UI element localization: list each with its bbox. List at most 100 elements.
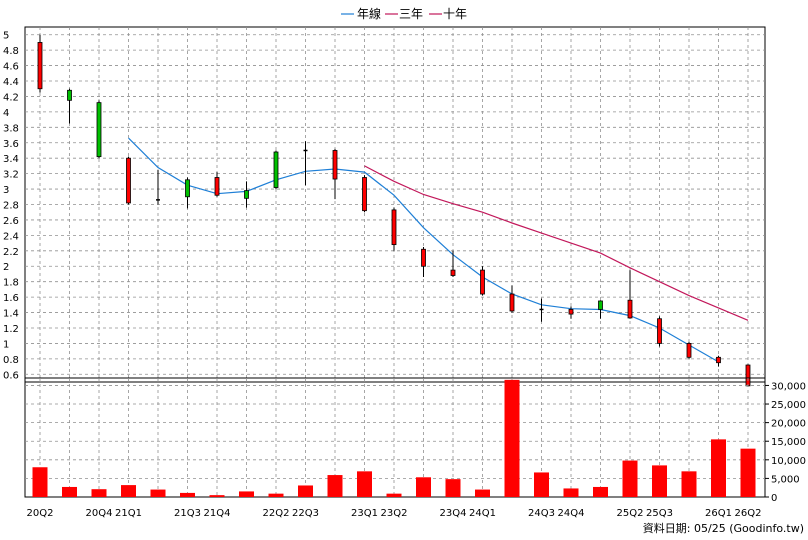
- volume-bar-21Q1: [121, 485, 136, 497]
- candle-body: [126, 157, 131, 204]
- price-y-tick-label: 2: [3, 262, 9, 273]
- volume-bar-25Q2: [622, 460, 638, 497]
- x-tick-label: 21Q3: [174, 508, 201, 519]
- price-panel: 5 4.8 4.6 4.4 4.2 4 3.8 3.6 3.4 3.2 3 2.8 2.6 2.4 2.2 2…: [3, 26, 766, 387]
- volume-bar-25Q1: [593, 486, 608, 497]
- volume-panel: 30,000 25,000 20,000 15,000 10,000 5,000 0 20Q…: [24, 377, 806, 519]
- candle-24Q4: [568, 306, 574, 319]
- price-gridlines: [24, 26, 766, 383]
- candle-23Q3: [421, 246, 426, 278]
- candle-24Q1: [480, 266, 485, 296]
- ma-line-年線: [128, 137, 719, 363]
- volume-bar-21Q3: [180, 492, 195, 497]
- volume-y-tick-label: 25,000: [771, 400, 806, 411]
- candle-25Q4: [686, 341, 692, 359]
- x-tick-label: 26Q1: [705, 508, 732, 519]
- price-y-tick-label: 3: [3, 185, 9, 196]
- price-y-tick-label: 4: [3, 108, 9, 119]
- candle-21Q1: [126, 156, 131, 205]
- candle-body: [480, 269, 485, 295]
- x-tick-label: 23Q4: [440, 508, 467, 519]
- price-y-tick-label: 2.6: [3, 216, 19, 227]
- volume-bar-22Q3: [298, 485, 313, 497]
- candle-body: [509, 293, 515, 312]
- legend-label-annual: 年線: [357, 6, 381, 21]
- candle-23Q2: [391, 207, 397, 251]
- volume-bar-26Q2: [740, 448, 756, 497]
- volume-y-axis: 30,000 25,000 20,000 15,000 10,000 5,000 0: [765, 381, 806, 504]
- price-y-tick-label: 4.4: [3, 77, 19, 88]
- candle-20Q2: [37, 34, 43, 93]
- candle-body: [745, 364, 751, 387]
- price-y-tick-label: 4.2: [3, 92, 19, 103]
- ma-line-三年: [364, 165, 749, 321]
- volume-y-tick-label: 5,000: [771, 474, 800, 485]
- volume-y-tick-label: 15,000: [771, 437, 806, 448]
- candle-body: [657, 318, 662, 344]
- price-y-tick-label: 1.4: [3, 309, 19, 320]
- x-tick-label: 21Q4: [204, 508, 231, 519]
- price-y-tick-label: 5: [3, 31, 9, 42]
- volume-bar-25Q4: [681, 471, 697, 497]
- price-y-tick-label: 4.8: [3, 46, 19, 57]
- x-tick-label: 25Q3: [646, 508, 673, 519]
- volume-bars: [32, 379, 756, 497]
- price-y-tick-label: 3.4: [3, 154, 19, 165]
- candle-body: [627, 299, 633, 319]
- candle-body: [214, 177, 220, 196]
- volume-bar-25Q3: [652, 465, 667, 497]
- candlesticks: [37, 34, 751, 387]
- candle-body: [37, 42, 43, 90]
- x-tick-label: 24Q4: [558, 508, 585, 519]
- x-tick-label: 20Q2: [27, 508, 54, 519]
- price-y-tick-label: 3.2: [3, 170, 19, 181]
- price-y-tick-label: 3.8: [3, 123, 19, 134]
- volume-bar-21Q2: [150, 489, 166, 497]
- price-y-tick-label: 1: [3, 339, 9, 350]
- x-tick-label: 20Q4: [86, 508, 113, 519]
- candle-body: [391, 209, 397, 246]
- candle-body: [450, 269, 456, 276]
- x-tick-label: 22Q2: [263, 508, 290, 519]
- x-tick-label: 24Q1: [469, 508, 496, 519]
- candle-body: [96, 102, 102, 158]
- volume-gridlines: [24, 377, 766, 498]
- candle-body: [421, 248, 426, 267]
- candle-26Q2: [745, 364, 751, 387]
- volume-bar-20Q4: [91, 489, 107, 497]
- volume-bar-23Q4: [445, 479, 461, 497]
- price-y-tick-label: 1.6: [3, 293, 19, 304]
- candle-body: [686, 343, 692, 358]
- x-tick-label: 26Q2: [735, 508, 762, 519]
- data-date-footer: 資料日期: 05/25 (Goodinfo.tw): [643, 521, 804, 535]
- candle-20Q4: [96, 100, 102, 159]
- candle-22Q3: [303, 141, 308, 186]
- volume-bar-22Q2: [268, 493, 284, 497]
- x-tick-label: 25Q2: [617, 508, 644, 519]
- candle-body: [185, 179, 190, 198]
- candle-23Q1: [362, 175, 367, 213]
- volume-bar-22Q4: [327, 475, 343, 497]
- candle-22Q2: [273, 150, 279, 190]
- volume-bar-24Q3: [534, 472, 549, 497]
- legend-label-3yr: 三年: [399, 7, 423, 21]
- candle-body: [716, 356, 721, 364]
- legend-label-10yr: 十年: [443, 7, 467, 21]
- candle-body: [273, 151, 279, 188]
- candle-25Q2: [627, 270, 633, 319]
- candle-23Q4: [450, 250, 456, 278]
- volume-y-tick-label: 0: [771, 493, 777, 504]
- volume-y-tick-label: 30,000: [771, 381, 806, 392]
- candle-26Q1: [716, 355, 721, 367]
- volume-bar-21Q4: [209, 495, 225, 497]
- volume-bar-26Q1: [711, 439, 726, 497]
- price-y-tick-label: 3.6: [3, 139, 19, 150]
- x-tick-label: 22Q3: [292, 508, 319, 519]
- price-y-tick-label: 2.8: [3, 201, 19, 212]
- volume-bar-20Q2: [32, 467, 48, 497]
- candle-25Q3: [657, 316, 662, 347]
- candle-21Q4: [214, 172, 220, 197]
- candle-22Q4: [332, 148, 338, 200]
- volume-bar-24Q1: [475, 489, 490, 497]
